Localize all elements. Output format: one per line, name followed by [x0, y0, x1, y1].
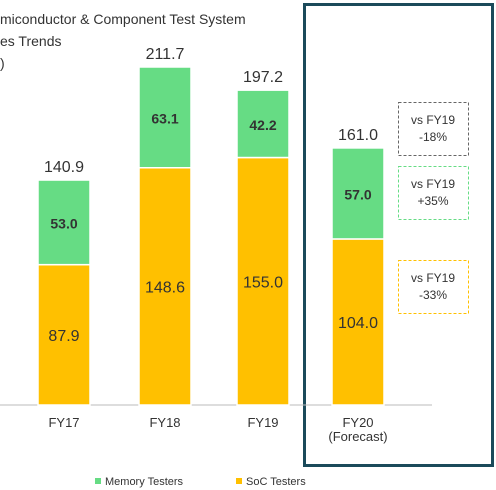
value-label: 42.2 — [249, 117, 276, 133]
value-label: 53.0 — [50, 215, 77, 231]
value-label: 148.6 — [145, 279, 185, 296]
annotation-box — [398, 260, 469, 314]
x-tick-label: FY19 — [247, 415, 278, 430]
value-label: 57.0 — [344, 186, 371, 202]
annotation: vs FY19 -18% — [411, 113, 455, 144]
legend-swatch — [95, 478, 101, 484]
value-label: 87.9 — [48, 328, 79, 345]
value-label: 63.1 — [151, 110, 178, 126]
legend-swatch — [236, 478, 242, 484]
legend-label: Memory Testers — [105, 476, 184, 488]
chart-title: miconductor & Component Test System es Tr… — [0, 11, 246, 71]
x-tick-label: FY18 — [149, 415, 180, 430]
legend-label: SoC Testers — [246, 476, 306, 488]
bar-segment — [236, 89, 290, 159]
value-label: 104.0 — [338, 315, 378, 332]
bar-segment — [37, 179, 91, 266]
annotation: vs FY19 -33% — [411, 271, 455, 302]
total-label: 197.2 — [243, 69, 283, 86]
annotation: vs FY19 +35% — [411, 177, 455, 208]
total-label: 161.0 — [338, 127, 378, 144]
annotation-box — [398, 102, 469, 156]
highlight-box — [303, 3, 494, 467]
bar-segment — [331, 147, 385, 240]
total-label: 211.7 — [146, 46, 185, 63]
bar-segment — [37, 263, 91, 406]
bar-segment — [236, 156, 290, 406]
total-label: 140.9 — [44, 159, 84, 176]
bar-segment — [138, 66, 192, 169]
value-label: 155.0 — [243, 274, 283, 291]
annotation-box — [398, 166, 469, 220]
x-tick-label: FY20 (Forecast) — [328, 415, 387, 444]
x-tick-label: FY17 — [48, 415, 79, 430]
